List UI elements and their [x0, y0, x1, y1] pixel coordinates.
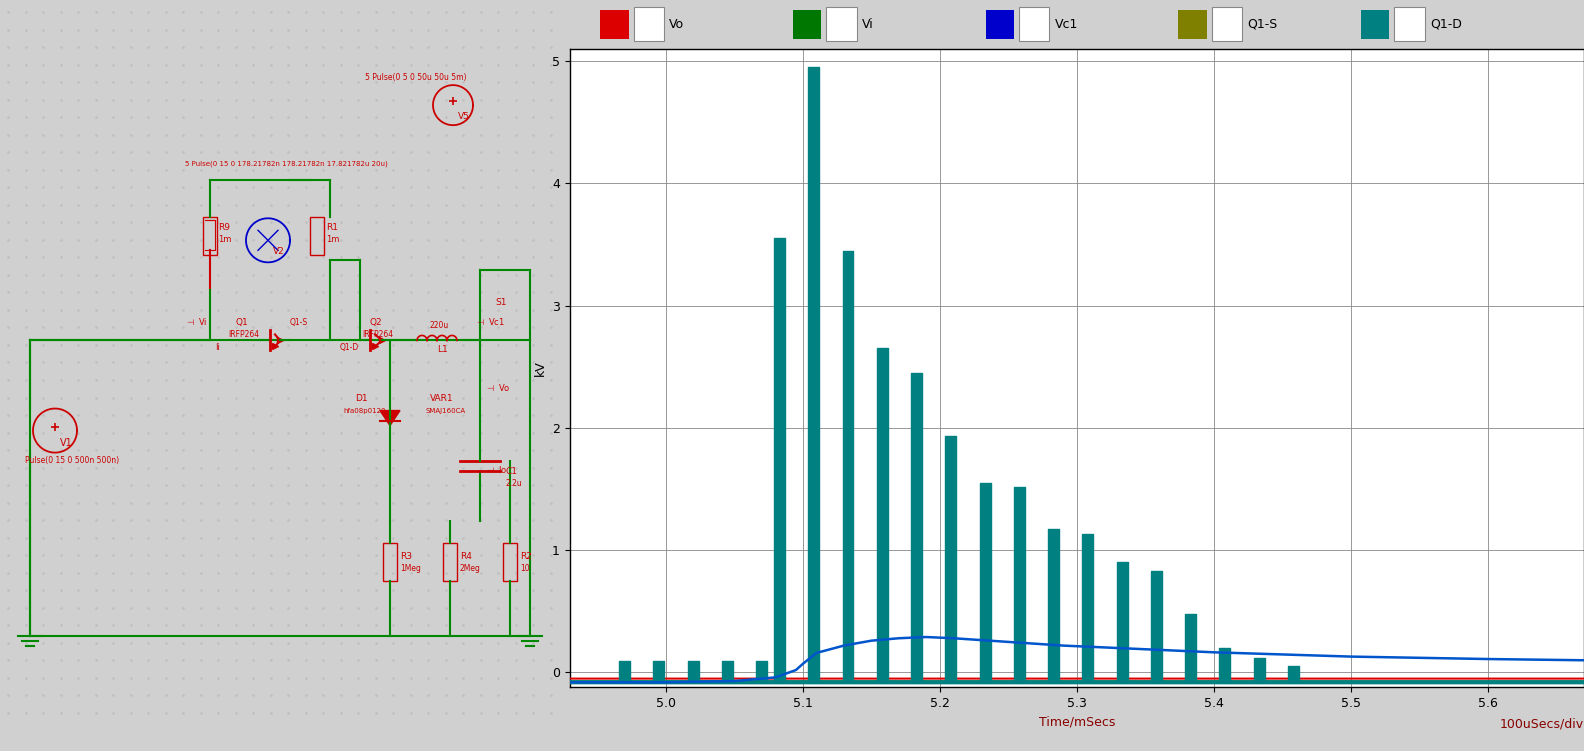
Text: Q1-S: Q1-S	[290, 318, 309, 327]
Text: V1: V1	[60, 438, 73, 448]
Text: Q1: Q1	[234, 318, 247, 327]
Bar	[1212, 8, 1242, 41]
Text: V2: V2	[272, 247, 285, 256]
Text: Vc1: Vc1	[1055, 18, 1079, 31]
Bar	[600, 10, 629, 39]
Bar	[1394, 8, 1424, 41]
Bar	[1178, 10, 1207, 39]
Text: R2: R2	[520, 552, 532, 561]
Text: Q2: Q2	[371, 318, 383, 327]
Text: 2.2u: 2.2u	[505, 478, 521, 487]
Text: 220u: 220u	[429, 321, 450, 330]
Bar	[985, 10, 1014, 39]
Text: Q1-S: Q1-S	[1247, 18, 1278, 31]
X-axis label: Time/mSecs: Time/mSecs	[1039, 716, 1115, 728]
Text: Vi: Vi	[862, 18, 874, 31]
Text: 10: 10	[520, 564, 529, 573]
Text: $\dashv$ Vc1: $\dashv$ Vc1	[475, 316, 505, 327]
Text: $\dashv$ Vi: $\dashv$ Vi	[185, 316, 208, 327]
Text: IRFP264: IRFP264	[228, 330, 260, 339]
Text: Ii: Ii	[215, 343, 220, 352]
Text: IRFP264: IRFP264	[363, 330, 393, 339]
Bar	[1019, 8, 1050, 41]
Text: 2Meg: 2Meg	[459, 564, 482, 573]
Text: hfa08p0120: hfa08p0120	[344, 408, 385, 414]
Text: 1Meg: 1Meg	[401, 564, 421, 573]
Bar	[794, 10, 821, 39]
Text: V5: V5	[458, 112, 470, 121]
Polygon shape	[380, 411, 401, 426]
Text: R1: R1	[326, 223, 337, 232]
Text: 1m: 1m	[219, 235, 231, 244]
Text: Q1-D: Q1-D	[341, 343, 360, 352]
Text: Q1-D: Q1-D	[1430, 18, 1462, 31]
Text: VAR1: VAR1	[429, 394, 453, 403]
Text: 1m: 1m	[326, 235, 339, 244]
Text: R9: R9	[219, 223, 230, 232]
Text: 5 Pulse(0 15 0 178.21782n 178.21782n 17.821782u 20u): 5 Pulse(0 15 0 178.21782n 178.21782n 17.…	[185, 160, 388, 167]
Text: SMAJ160CA: SMAJ160CA	[425, 408, 466, 414]
Y-axis label: kV: kV	[534, 360, 546, 376]
Text: S1: S1	[494, 298, 507, 307]
Text: R4: R4	[459, 552, 472, 561]
Text: $\dashv$ Io: $\dashv$ Io	[485, 463, 507, 475]
Text: 5 Pulse(0 5 0 50u 50u 5m): 5 Pulse(0 5 0 50u 50u 5m)	[364, 73, 467, 82]
Bar	[827, 8, 857, 41]
Bar	[634, 8, 664, 41]
Text: L1: L1	[437, 345, 448, 354]
Text: R3: R3	[401, 552, 412, 561]
Text: C1: C1	[505, 466, 516, 475]
Text: $\dashv$ Vo: $\dashv$ Vo	[485, 382, 510, 393]
Text: Pulse(0 15 0 500n 500n): Pulse(0 15 0 500n 500n)	[25, 456, 119, 465]
Text: Vo: Vo	[668, 18, 684, 31]
Bar	[1361, 10, 1389, 39]
Text: D1: D1	[355, 394, 367, 403]
Text: 100uSecs/div: 100uSecs/div	[1500, 717, 1584, 730]
